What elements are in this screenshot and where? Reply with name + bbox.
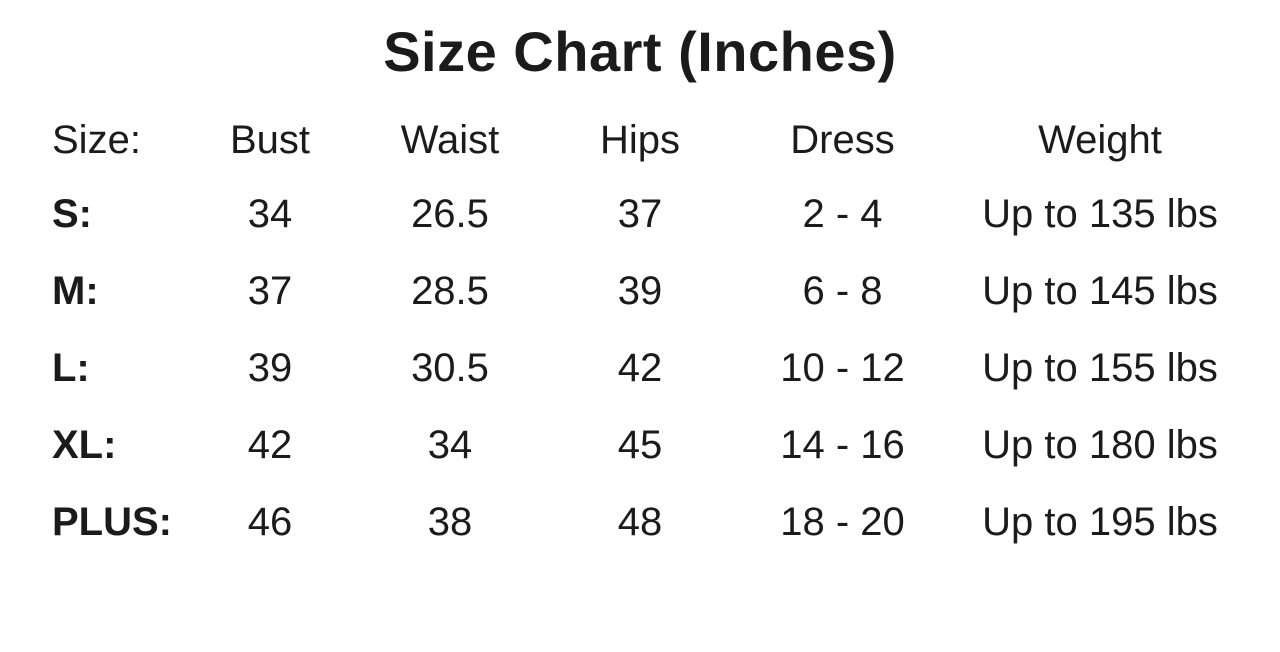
row-label-size: PLUS: [52, 500, 172, 544]
weight-value: Up to 155 lbs [982, 346, 1218, 390]
column-header-waist: Waist [400, 117, 500, 162]
weight-value: Up to 180 lbs [982, 423, 1218, 467]
hips-value: 45 [617, 423, 663, 467]
bust-value: 46 [247, 500, 293, 544]
dress-value: 2 - 4 [802, 192, 883, 236]
table-row-xl: XL: 42 34 45 14 - 16 Up to 180 lbs [0, 407, 1250, 484]
size-chart-table: Size: Bust Waist Hips Dress Weight S: 34… [0, 104, 1250, 561]
hips-value: 48 [617, 500, 663, 544]
hips-value: 42 [617, 346, 663, 390]
waist-value: 30.5 [411, 346, 489, 390]
bust-value: 34 [247, 192, 293, 236]
waist-value: 38 [427, 500, 473, 544]
dress-value: 6 - 8 [802, 269, 883, 313]
table-row-m: M: 37 28.5 39 6 - 8 Up to 145 lbs [0, 253, 1250, 330]
dress-value: 14 - 16 [780, 423, 905, 467]
size-chart-page: Size Chart (Inches) Size: Bust Waist Hip… [0, 12, 1280, 652]
row-label-size: S: [52, 192, 92, 236]
bust-value: 37 [247, 269, 293, 313]
waist-value: 28.5 [411, 269, 489, 313]
hips-value: 39 [617, 269, 663, 313]
header-row: Size: Bust Waist Hips Dress Weight [0, 104, 1250, 176]
weight-value: Up to 195 lbs [982, 500, 1218, 544]
waist-value: 34 [427, 423, 473, 467]
column-header-bust: Bust [229, 117, 311, 162]
column-header-dress: Dress [790, 117, 895, 162]
dress-value: 18 - 20 [780, 500, 905, 544]
row-label-size: XL: [52, 423, 117, 467]
bust-value: 42 [247, 423, 293, 467]
waist-value: 26.5 [411, 192, 489, 236]
weight-value: Up to 135 lbs [982, 192, 1218, 236]
table-row-s: S: 34 26.5 37 2 - 4 Up to 135 lbs [0, 176, 1250, 253]
column-header-weight: Weight [1038, 117, 1162, 162]
column-header-size: Size: [52, 117, 141, 162]
dress-value: 10 - 12 [780, 346, 905, 390]
hips-value: 37 [617, 192, 663, 236]
page-title: Size Chart (Inches) [383, 20, 897, 83]
row-label-size: M: [52, 269, 99, 313]
row-label-size: L: [52, 346, 90, 390]
table-row-l: L: 39 30.5 42 10 - 12 Up to 155 lbs [0, 330, 1250, 407]
column-header-hips: Hips [599, 117, 681, 162]
table-row-plus: PLUS: 46 38 48 18 - 20 Up to 195 lbs [0, 484, 1250, 561]
weight-value: Up to 145 lbs [982, 269, 1218, 313]
bust-value: 39 [247, 346, 293, 390]
